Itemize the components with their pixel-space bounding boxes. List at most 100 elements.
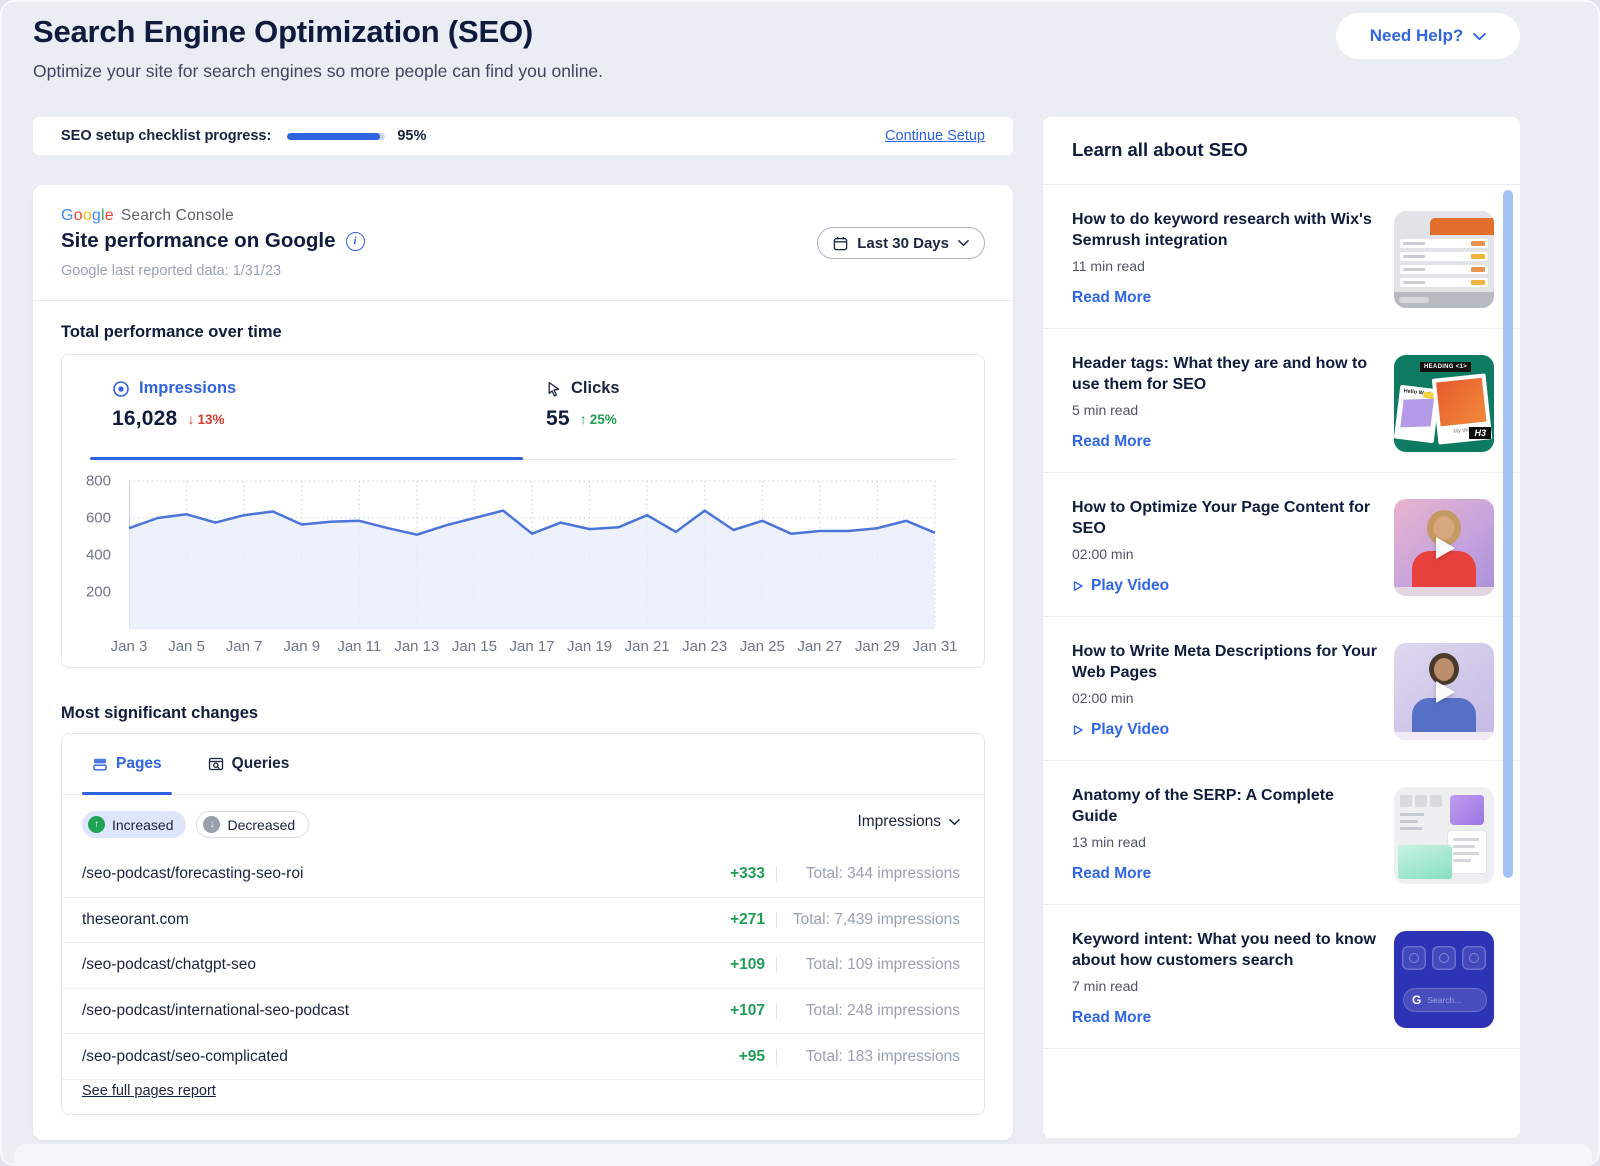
article-meta: 02:00 min xyxy=(1072,546,1134,562)
video-thumbnail[interactable] xyxy=(1394,643,1494,740)
play-icon xyxy=(1436,680,1456,703)
table-row[interactable]: /seo-podcast/forecasting-seo-roi +333 Tot… xyxy=(62,852,984,898)
thumb-decoration xyxy=(1400,813,1424,816)
row-change: +107 xyxy=(730,1002,765,1020)
date-range-label: Last 30 Days xyxy=(857,234,949,252)
page-changes-list: /seo-podcast/forecasting-seo-roi +333 Tot… xyxy=(62,852,984,1080)
search-bar: G Search... xyxy=(1403,988,1487,1012)
impressions-icon xyxy=(113,380,129,397)
thumb-decoration xyxy=(1400,398,1435,428)
read-more-link[interactable]: Read More xyxy=(1072,289,1152,306)
y-tick-label: 400 xyxy=(85,546,111,564)
row-page: /seo-podcast/international-seo-podcast xyxy=(82,1002,350,1020)
scrollbar[interactable] xyxy=(1503,190,1513,878)
chevron-down-icon xyxy=(1473,32,1487,40)
play-video-link[interactable]: Play Video xyxy=(1072,721,1382,739)
article-title: How to Optimize Your Page Content for SE… xyxy=(1072,499,1371,537)
article-title: How to do keyword research with Wix's Se… xyxy=(1072,211,1372,249)
progress-bar xyxy=(287,132,386,140)
list-item[interactable]: Header tags: What they are and how to us… xyxy=(1043,329,1520,473)
article-thumbnail[interactable]: HEADING <1> Hello World My Work H3 xyxy=(1394,355,1494,452)
setup-checklist-banner: SEO setup checklist progress: 95% Contin… xyxy=(33,117,1013,155)
divider xyxy=(1043,184,1520,185)
article-meta: 7 min read xyxy=(1072,978,1139,994)
read-more-link[interactable]: Read More xyxy=(1072,865,1152,882)
x-tick-label: Jan 5 xyxy=(168,638,205,655)
need-help-button[interactable]: Need Help? xyxy=(1336,13,1520,59)
thumb-decoration xyxy=(1453,845,1475,848)
x-tick-label: Jan 11 xyxy=(337,638,382,655)
read-more-link[interactable]: Read More xyxy=(1072,433,1152,450)
thumb-decoration xyxy=(1453,859,1471,862)
impressions-label: Impressions xyxy=(139,379,237,397)
thumb-decoration xyxy=(1412,698,1476,732)
thumb-decoration xyxy=(1400,795,1412,807)
article-meta: 5 min read xyxy=(1072,402,1139,418)
list-item[interactable]: Keyword intent: What you need to know ab… xyxy=(1043,905,1520,1049)
play-video-link[interactable]: Play Video xyxy=(1072,577,1382,595)
play-icon xyxy=(1073,581,1083,591)
row-total: Total: 183 impressions xyxy=(805,1047,960,1065)
row-change: +109 xyxy=(730,956,765,974)
tab-pages[interactable]: Pages xyxy=(82,734,172,795)
active-tab-indicator xyxy=(90,457,523,460)
article-thumbnail[interactable] xyxy=(1394,211,1494,308)
queries-icon xyxy=(208,757,223,771)
row-total: Total: 109 impressions xyxy=(805,956,960,974)
info-icon[interactable]: i xyxy=(345,231,365,251)
list-item[interactable]: How to Optimize Your Page Content for SE… xyxy=(1043,473,1520,617)
x-tick-label: Jan 19 xyxy=(567,638,613,655)
x-tick-label: Jan 7 xyxy=(225,638,263,655)
continue-setup-link[interactable]: Continue Setup xyxy=(885,128,985,144)
play-icon xyxy=(1073,725,1083,735)
play-icon xyxy=(1436,536,1456,559)
search-placeholder: Search... xyxy=(1427,995,1462,1005)
logo-letter: o xyxy=(73,207,83,224)
read-more-link[interactable]: Read More xyxy=(1072,1009,1152,1026)
learn-sidebar: Learn all about SEO How to do keyword re… xyxy=(1043,117,1520,1138)
row-page: /seo-podcast/seo-complicated xyxy=(82,1047,288,1065)
logo-suffix: Search Console xyxy=(120,207,234,224)
clicks-tab[interactable]: Clicks 55 ↑ 25% xyxy=(546,379,620,431)
article-thumbnail[interactable] xyxy=(1394,787,1494,884)
divider xyxy=(776,1048,777,1065)
thumb-decoration xyxy=(1433,516,1455,540)
divider xyxy=(33,300,1013,301)
list-item[interactable]: How to do keyword research with Wix's Se… xyxy=(1043,185,1520,329)
location-pin-icon xyxy=(1402,946,1426,970)
list-item[interactable]: Anatomy of the SERP: A Complete Guide 13… xyxy=(1043,761,1520,905)
article-thumbnail[interactable]: G Search... xyxy=(1394,931,1494,1028)
date-range-button[interactable]: Last 30 Days xyxy=(817,227,985,259)
thumb-decoration xyxy=(1400,265,1488,274)
sort-dropdown[interactable]: Impressions xyxy=(857,813,960,831)
video-thumbnail[interactable] xyxy=(1394,499,1494,596)
thumb-decoration xyxy=(1400,820,1418,823)
thumb-decoration xyxy=(1394,732,1494,740)
see-full-report-link[interactable]: See full pages report xyxy=(82,1083,216,1099)
thumb-decoration xyxy=(1450,795,1484,825)
page-subtitle: Optimize your site for search engines so… xyxy=(33,61,604,81)
table-row[interactable]: /seo-podcast/seo-complicated +95 Total: 1… xyxy=(62,1034,984,1080)
impressions-tab[interactable]: Impressions 16,028 ↓ 13% xyxy=(112,379,236,431)
tab-queries[interactable]: Queries xyxy=(198,734,300,794)
divider xyxy=(776,1003,777,1020)
chart-y-axis: 200 400 600 800 xyxy=(67,473,121,629)
filter-decreased[interactable]: ↓ Decreased xyxy=(196,811,310,838)
x-tick-label: Jan 23 xyxy=(682,638,728,655)
x-tick-label: Jan 17 xyxy=(509,638,555,655)
row-total: Total: 7,439 impressions xyxy=(792,910,960,928)
thumb-decoration xyxy=(1453,838,1479,841)
article-title: How to Write Meta Descriptions for Your … xyxy=(1072,643,1377,681)
article-title: Anatomy of the SERP: A Complete Guide xyxy=(1072,787,1334,825)
filter-increased[interactable]: ↑ Increased xyxy=(82,811,187,838)
arrow-up-circle-icon: ↑ xyxy=(88,816,105,833)
list-item[interactable]: How to Write Meta Descriptions for Your … xyxy=(1043,617,1520,761)
thumb-decoration xyxy=(1471,267,1485,272)
table-row[interactable]: /seo-podcast/international-seo-podcast +… xyxy=(62,989,984,1035)
thumb-decoration xyxy=(1448,831,1486,873)
table-row[interactable]: /seo-podcast/chatgpt-seo +109 Total: 109 … xyxy=(62,943,984,989)
thumb-decoration xyxy=(1471,280,1485,285)
table-row[interactable]: theseorant.com +271 Total: 7,439 impressi… xyxy=(62,898,984,944)
google-g-icon: G xyxy=(1412,993,1422,1007)
clicks-delta: ↑ 25% xyxy=(579,411,617,427)
